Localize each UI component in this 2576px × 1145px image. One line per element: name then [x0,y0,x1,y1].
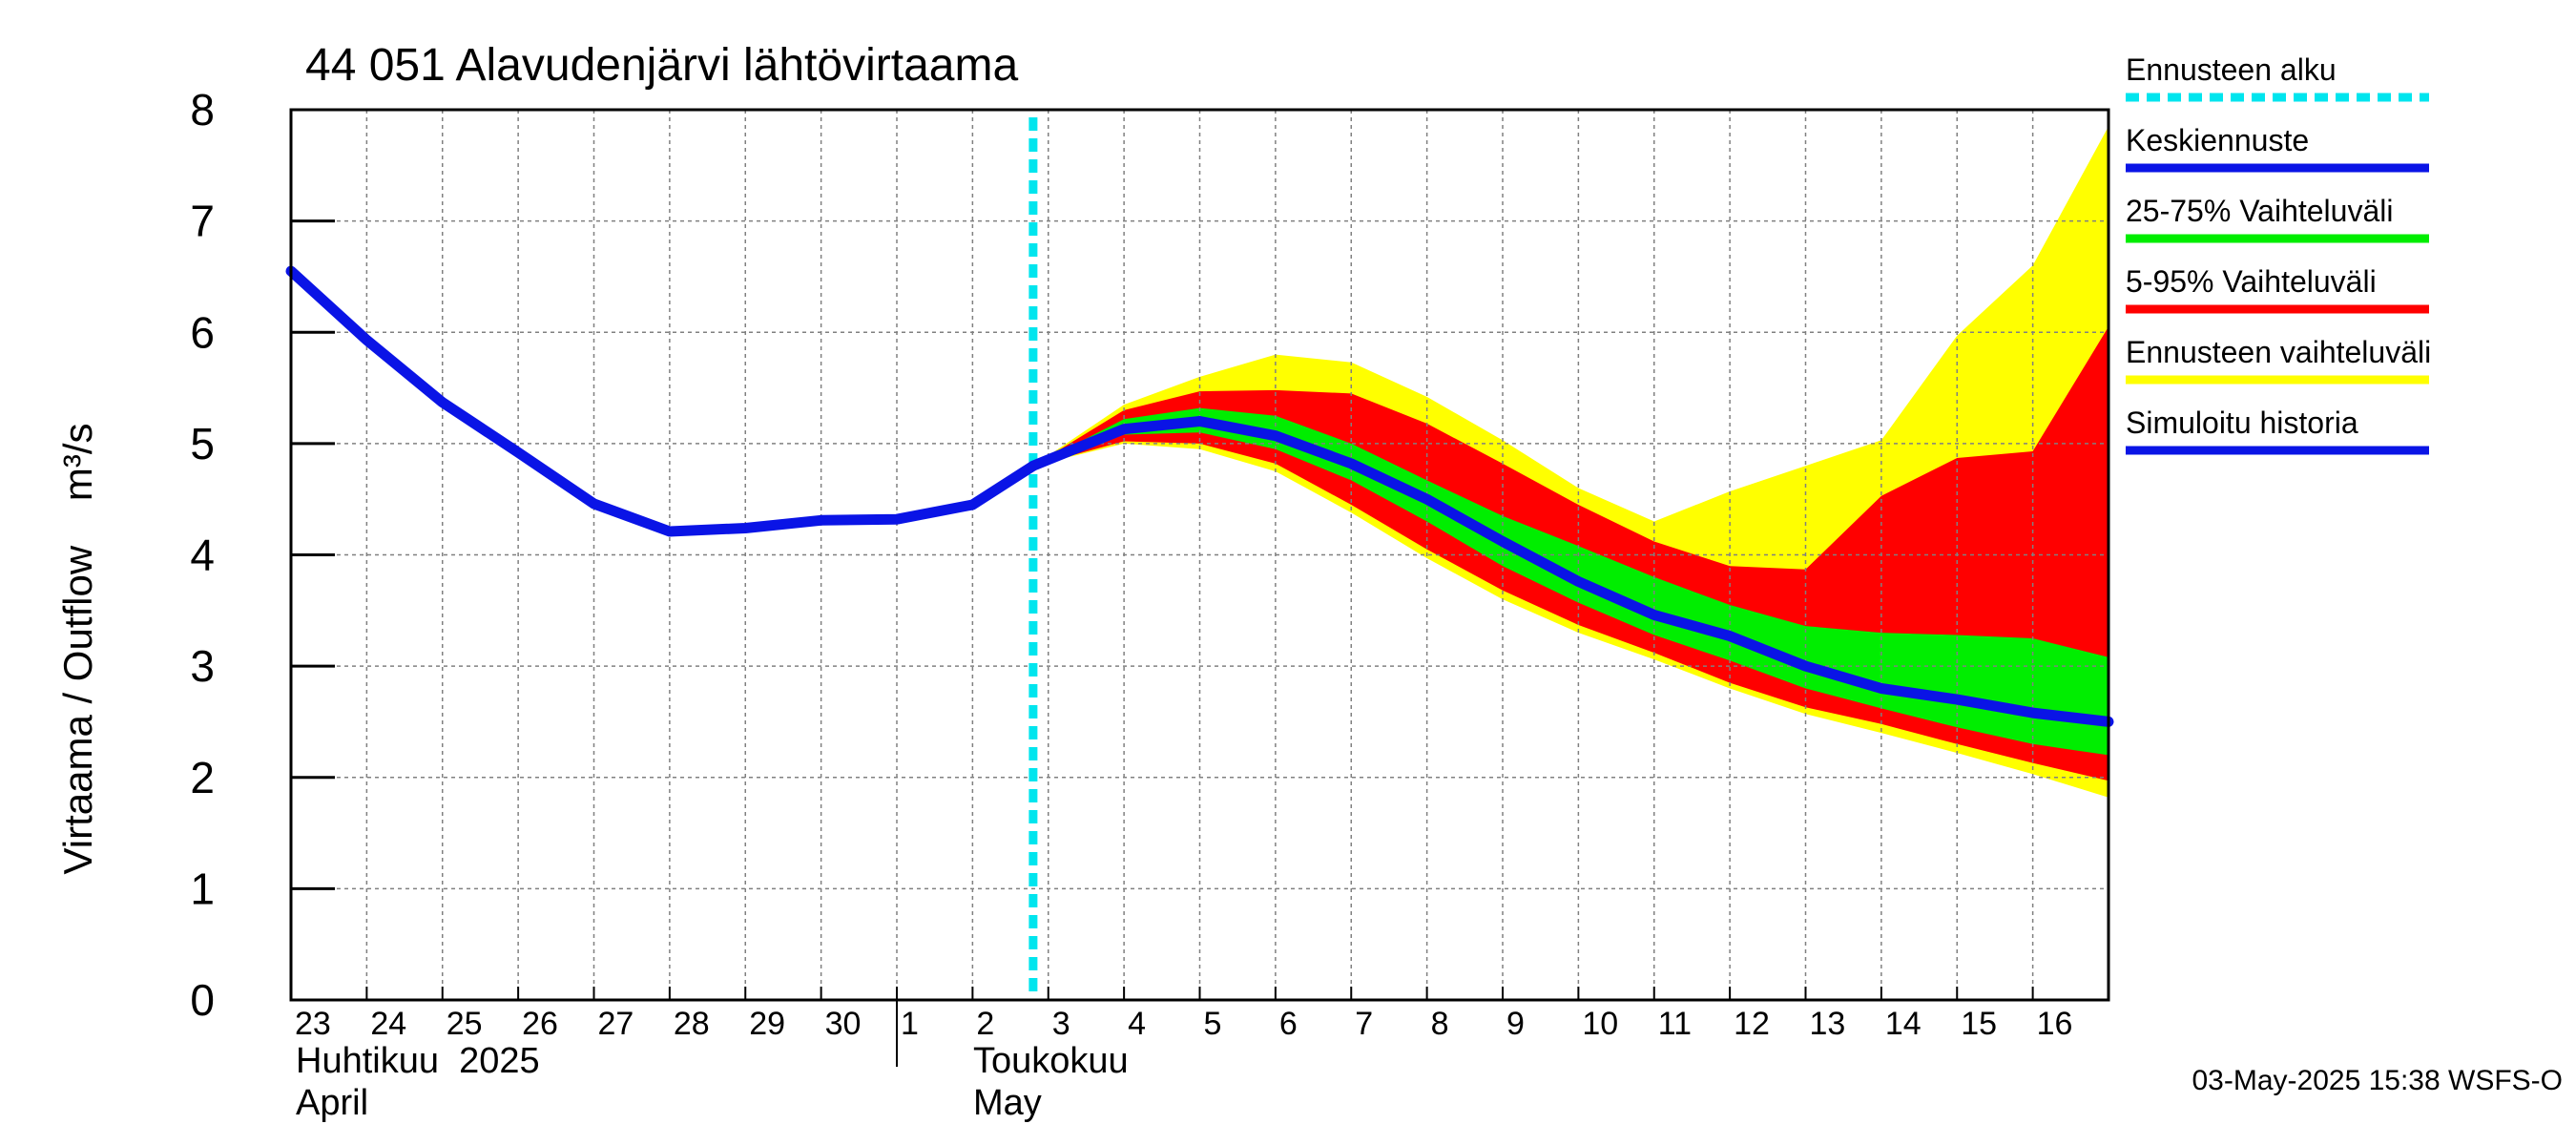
legend-label-band-5-95: 5-95% Vaihteluväli [2126,264,2377,299]
y-tick-label: 7 [190,197,215,246]
x-tick-label: 1 [901,1006,919,1042]
x-tick-label: 23 [295,1006,331,1042]
mean-forecast-line [1028,416,2114,727]
y-tick-label: 8 [190,85,215,135]
x-tick-label: 2 [976,1006,994,1042]
x-tick-label: 24 [370,1006,406,1042]
x-tick-label: 13 [1810,1006,1846,1042]
x-tick-label: 3 [1052,1006,1070,1042]
y-tick-label: 2 [190,753,215,802]
timestamp: 03-May-2025 15:38 WSFS-O [2192,1065,2564,1096]
x-tick-label: 10 [1582,1006,1618,1042]
x-tick-label: 25 [447,1006,483,1042]
legend-label-forecast-start: Ennusteen alku [2126,52,2337,87]
legend-label-band-total: Ennusteen vaihteluväli [2126,335,2431,369]
x-tick-label: 9 [1506,1006,1525,1042]
x-tick-label: 14 [1885,1006,1922,1042]
axes-layer [289,108,2110,1067]
x-tick-label: 16 [2037,1006,2073,1042]
x-tick-label: 26 [522,1006,558,1042]
y-tick-label: 5 [190,419,215,468]
x-tick-label: 15 [1961,1006,1997,1042]
x-tick-label: 12 [1734,1006,1770,1042]
x-tick-labels: 23 24 25 26 27 28 29 30 1 2 3 4 5 6 7 8 9 10 11 12 13 14 15 16 [295,1006,2072,1042]
x-tick-label: 4 [1128,1006,1146,1042]
y-tick-label: 3 [190,641,215,691]
legend-label-history: Simuloitu historia [2126,406,2358,440]
y-tick-label: 0 [190,975,215,1025]
y-tick-label: 6 [190,307,215,357]
legend-label-band-25-75: 25-75% Vaihteluväli [2126,194,2393,228]
x-tick-label: 27 [598,1006,634,1042]
y-axis-label: Virtaama / Outflow m³/s [55,423,100,874]
y-tick-label: 4 [190,531,215,580]
x-tick-label: 29 [749,1006,785,1042]
x-tick-label: 7 [1355,1006,1373,1042]
month-label-may-fi: Toukokuu [973,1041,1129,1081]
y-tick-labels: 0 1 2 3 4 5 6 7 8 [190,85,215,1025]
lines-layer [285,117,2114,1000]
month-label-april-fi: Huhtikuu 2025 [296,1041,540,1081]
history-line [285,265,1039,537]
x-tick-label: 30 [825,1006,862,1042]
x-tick-label: 6 [1279,1006,1298,1042]
legend: Ennusteen alku Keskiennuste 25-75% Vaiht… [2126,52,2431,455]
x-tick-label: 8 [1431,1006,1449,1042]
x-tick-label: 5 [1204,1006,1222,1042]
x-tick-label: 28 [674,1006,710,1042]
chart-title: 44 051 Alavudenjärvi lähtövirtaama [305,40,1018,91]
x-tick-label: 11 [1658,1006,1692,1042]
grid-layer [291,109,2109,1000]
month-label-april-en: April [296,1083,368,1123]
y-tick-label: 1 [190,864,215,913]
month-label-may-en: May [973,1083,1042,1123]
legend-label-mean: Keskiennuste [2126,123,2309,157]
